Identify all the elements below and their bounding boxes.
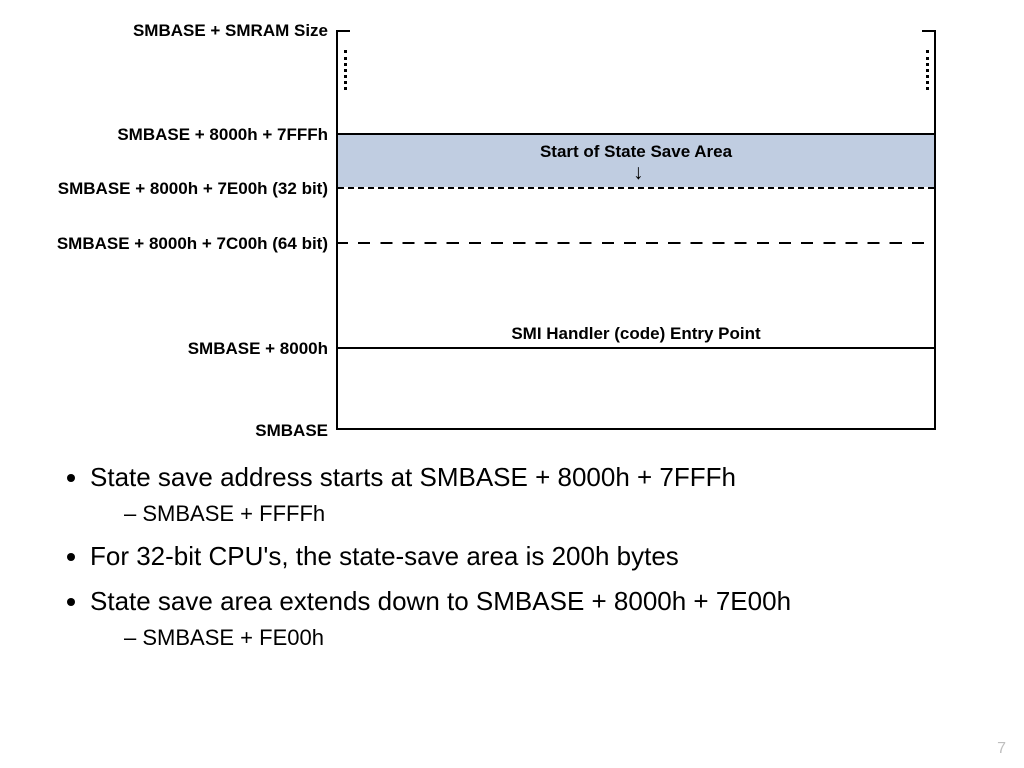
boundary-64bit-line xyxy=(338,242,934,244)
addr-label-top: SMBASE + SMRAM Size xyxy=(0,22,328,41)
bullet-list: State save address starts at SMBASE + 80… xyxy=(50,460,980,663)
down-arrow-icon: ↓ xyxy=(633,162,644,183)
addr-label-32bit: SMBASE + 8000h + 7E00h (32 bit) xyxy=(0,180,328,199)
addr-label-state-top: SMBASE + 8000h + 7FFFh xyxy=(0,126,328,145)
bullet-item: For 32-bit CPU's, the state-save area is… xyxy=(90,539,980,574)
continuation-dots-right xyxy=(926,50,929,90)
bullet-ul: State save address starts at SMBASE + 80… xyxy=(50,460,980,653)
bullet-sub-item: SMBASE + FE00h xyxy=(124,623,980,653)
memory-map-diagram: Start of State Save Area ↓ SMI Handler (… xyxy=(0,20,1024,440)
slide-page: Start of State Save Area ↓ SMI Handler (… xyxy=(0,0,1024,768)
addr-label-64bit: SMBASE + 8000h + 7C00h (64 bit) xyxy=(0,235,328,254)
bullet-sub-item: SMBASE + FFFFh xyxy=(124,499,980,529)
entry-point-label: SMI Handler (code) Entry Point xyxy=(338,324,934,344)
top-bracket-left xyxy=(336,30,350,32)
bullet-item: State save address starts at SMBASE + 80… xyxy=(90,460,980,529)
bullet-item: State save area extends down to SMBASE +… xyxy=(90,584,980,653)
top-bracket-right xyxy=(922,30,936,32)
continuation-dots-left xyxy=(344,50,347,90)
addr-label-base: SMBASE xyxy=(0,422,328,441)
memory-box-outline xyxy=(336,30,936,430)
boundary-32bit-line xyxy=(338,187,934,189)
bullet-sub-ul: SMBASE + FE00h xyxy=(90,623,980,653)
state-save-label: Start of State Save Area xyxy=(338,142,934,162)
page-number: 7 xyxy=(997,740,1006,758)
bullet-sub-ul: SMBASE + FFFFh xyxy=(90,499,980,529)
addr-label-entry: SMBASE + 8000h xyxy=(0,340,328,359)
entry-point-line xyxy=(338,347,934,349)
